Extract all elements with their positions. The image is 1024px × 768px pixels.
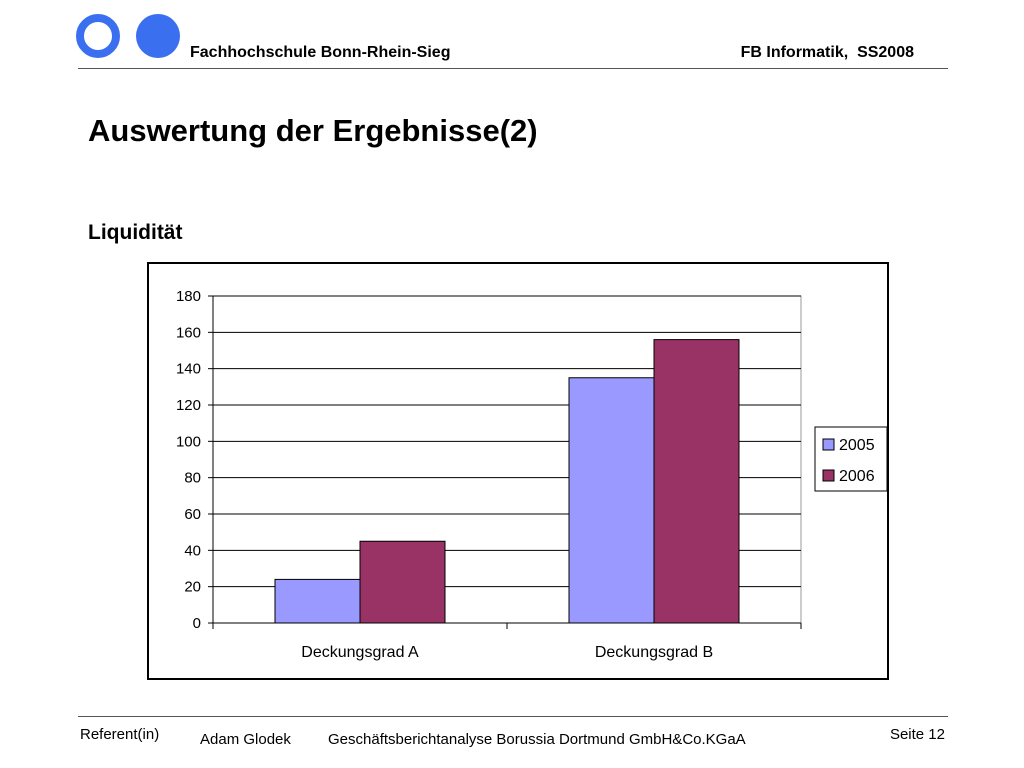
y-tick-label: 0 — [193, 615, 201, 632]
logo-ring-icon — [76, 14, 120, 58]
x-category-label: Deckungsgrad B — [595, 644, 713, 661]
bar — [568, 377, 655, 624]
y-tick-label: 80 — [184, 470, 201, 487]
slide-subtitle: Liquidität — [88, 221, 183, 244]
y-tick-label: 120 — [176, 397, 201, 414]
legend-swatch — [822, 469, 835, 482]
bar — [653, 339, 740, 624]
y-tick-label: 160 — [176, 324, 201, 341]
footer-page-number: Seite 12 — [889, 726, 945, 743]
bar — [274, 578, 361, 624]
footer-divider — [78, 716, 948, 717]
logo-dot-icon — [136, 14, 180, 58]
bar — [359, 540, 446, 624]
slide-title: Auswertung der Ergebnisse(2) — [88, 113, 538, 148]
y-tick-label: 40 — [184, 542, 201, 559]
y-tick-label: 100 — [176, 433, 201, 450]
bar-chart: 0 20 40 60 80 100 120 140 160 180 Deckungsgrad A De… — [176, 288, 887, 661]
legend-swatch — [822, 438, 835, 451]
legend-label: 2005 — [839, 437, 875, 454]
x-category-label: Deckungsgrad A — [301, 644, 419, 661]
y-tick-label: 20 — [184, 579, 201, 596]
y-tick-label: 180 — [176, 288, 201, 305]
institution-name: Fachhochschule Bonn-Rhein-Sieg — [190, 44, 451, 61]
header-divider — [78, 68, 948, 69]
legend-label: 2006 — [839, 468, 875, 485]
chart-frame: 0 20 40 60 80 100 120 140 160 180 Deckungsgrad A De… — [147, 262, 889, 680]
y-tick-label: 140 — [176, 361, 201, 378]
footer-referent-label: Referent(in) — [80, 726, 160, 743]
footer-author: Adam Glodek — [200, 731, 291, 748]
footer-topic: Geschäftsberichtanalyse Borussia Dortmun… — [328, 731, 746, 748]
department-semester: FB Informatik, SS2008 — [740, 44, 914, 61]
y-tick-label: 60 — [184, 506, 201, 523]
